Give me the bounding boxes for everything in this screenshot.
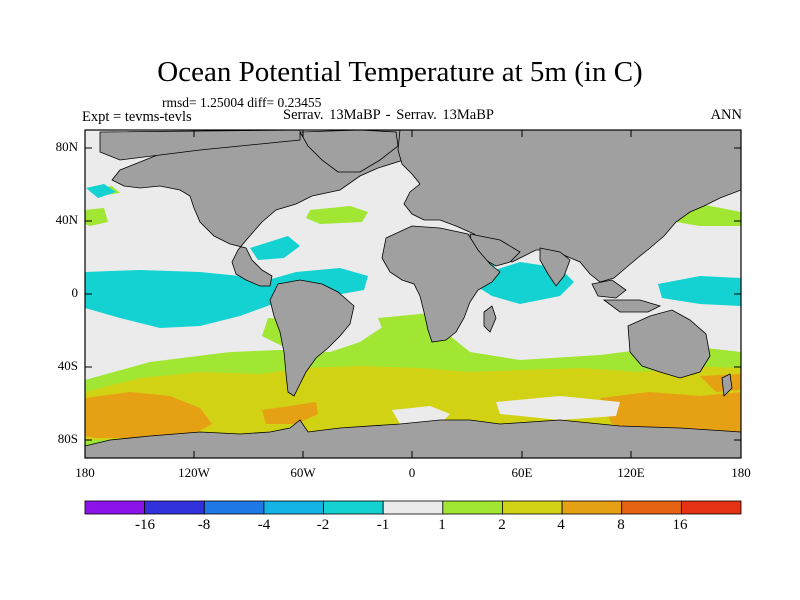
y-tick-label: 80N (55, 139, 78, 154)
band-cyan-wpacific (658, 276, 741, 306)
x-tick-label: 60E (511, 465, 533, 480)
colorbar (84, 500, 742, 515)
band-cyan-nwatlantic (86, 184, 116, 198)
x-tick-label: 120E (617, 465, 645, 480)
land-indonesia (602, 299, 662, 313)
land-new-zealand (721, 373, 733, 397)
y-tick-label: 40N (55, 212, 78, 227)
colorbar-label: 8 (617, 517, 625, 533)
colorbar-label: -16 (135, 517, 155, 533)
stats-label: rmsd= 1.25004 diff= 0.23455 (162, 95, 322, 110)
colorbar-label: -1 (376, 517, 390, 533)
colorbar-segment (382, 500, 444, 515)
land-australia (627, 309, 711, 379)
patch-neutral-atlantic-south (392, 406, 450, 424)
colorbar-segment (621, 500, 682, 515)
land-africa (381, 225, 501, 343)
colorbar-segment (323, 500, 384, 515)
colorbar-label: 4 (557, 517, 565, 533)
band-cyan-natlantic (250, 236, 300, 260)
colorbar-segment (144, 500, 205, 515)
y-tick-label: 80S (57, 431, 78, 446)
experiment-label: Expt = tevms-tevls (82, 109, 192, 125)
colorbar-label: -2 (316, 517, 330, 533)
land-arctic-strip (99, 130, 301, 161)
colorbar-segment (680, 500, 742, 515)
map-field (85, 130, 741, 458)
case-label: Serrav. 13MaBP - Serrav. 13MaBP (283, 107, 494, 123)
land-masses (85, 130, 741, 458)
land-india (539, 247, 571, 287)
season-label: ANN (710, 107, 742, 123)
land-madagascar (483, 305, 497, 333)
colorbar-label: 1 (438, 517, 446, 533)
x-tick-label: 180 (75, 465, 95, 480)
axis-ticks (84, 130, 742, 458)
land-greenland (299, 130, 399, 173)
land-south-america (269, 279, 355, 397)
colorbar-label: 16 (672, 517, 688, 533)
y-tick-label: 0 (71, 285, 79, 300)
colorbar-segment (263, 500, 324, 515)
colorbar-segment (84, 500, 146, 515)
band-orange-pacific (85, 392, 212, 438)
map-title: Ocean Potential Temperature at 5m (in C) (157, 56, 643, 88)
land-antarctica (85, 419, 741, 458)
colorbar-segment (561, 500, 623, 515)
y-tick-label: 40S (57, 358, 78, 373)
colorbar-segment (203, 500, 265, 515)
colorbar-label: 2 (498, 517, 506, 533)
colorbar-segment (442, 500, 503, 515)
x-tick-label: 180 (731, 465, 751, 480)
colorbar-segment (502, 500, 563, 515)
band-green-natlantic (306, 206, 368, 224)
band-orange-scotia (262, 402, 318, 424)
colorbar-label: -8 (197, 517, 211, 533)
x-tick-label: 0 (408, 465, 416, 480)
x-tick-label: 60W (290, 465, 316, 480)
patch-neutral-indian-south (496, 396, 620, 420)
x-tick-label: 120W (178, 465, 210, 480)
colorbar-label: -4 (257, 517, 271, 533)
land-se-asia (591, 279, 627, 299)
